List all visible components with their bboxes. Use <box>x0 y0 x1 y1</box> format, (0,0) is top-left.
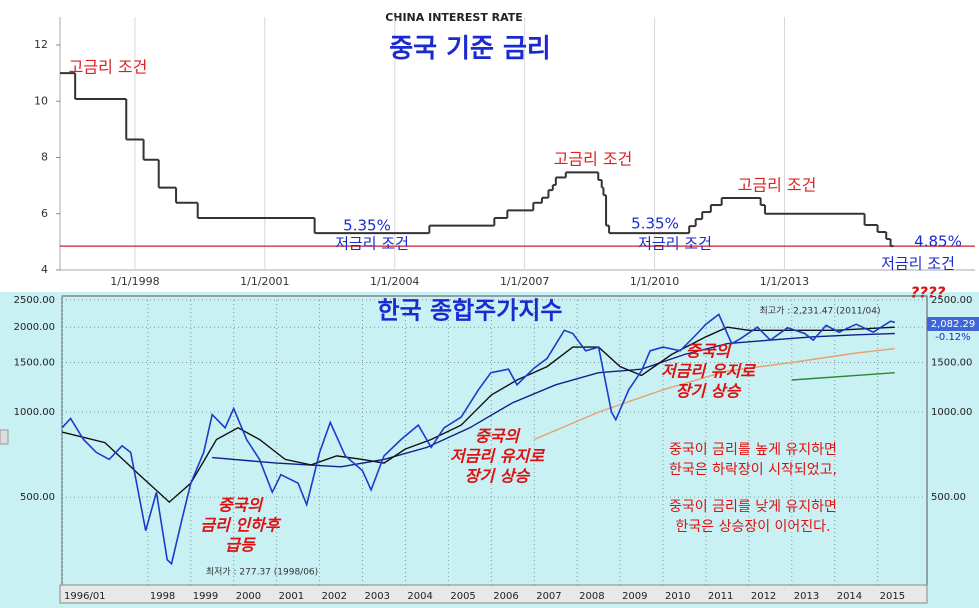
y-tick-label: 1500.00 <box>14 357 55 368</box>
x-tick-label: 2004 <box>407 591 432 602</box>
x-tick-label: 2008 <box>579 591 604 602</box>
annotation: 고금리 조건 <box>738 176 817 195</box>
annotation: 중국의 <box>475 427 521 446</box>
x-tick-label: 1/1/2004 <box>370 275 419 288</box>
x-tick-label: 2000 <box>236 591 261 602</box>
x-tick-label: 1/1/2013 <box>760 275 809 288</box>
y-tick-label-right: 500.00 <box>931 492 966 503</box>
y-tick-label: 4 <box>41 263 48 276</box>
annotation: 중국이 금리를 낮게 유지하면 <box>669 499 837 515</box>
y-tick-label: 12 <box>34 38 48 51</box>
annotation: 중국 기준 금리 <box>389 34 551 64</box>
x-tick-label: 1/1/2010 <box>630 275 679 288</box>
x-tick-label: 2001 <box>279 591 304 602</box>
annotation: 4.85% <box>914 233 962 251</box>
annotation: 5.35% <box>343 217 391 235</box>
series-line <box>533 347 895 441</box>
chart-title: 한국 종합주가지수 <box>378 296 563 325</box>
y-tick-label: 10 <box>34 94 48 107</box>
x-tick-label: 1/1/2001 <box>240 275 289 288</box>
annotation: 중국의 <box>686 342 732 361</box>
annotation: 중국이 금리를 높게 유지하면 <box>669 442 837 458</box>
annotation: 저금리 유지로 <box>450 447 545 466</box>
x-tick-label: 2002 <box>322 591 347 602</box>
x-tick-label: 2011 <box>708 591 733 602</box>
x-tick-label: 2006 <box>493 591 518 602</box>
y-tick-label: 6 <box>41 207 48 220</box>
side-handle <box>0 429 9 445</box>
y-tick-label: 8 <box>41 151 48 164</box>
x-tick-label: 1999 <box>193 591 218 602</box>
annotation: 최저가 : 277.37 (1998/06) <box>206 567 318 578</box>
x-tick-label: 2012 <box>751 591 776 602</box>
annotation: 저금리 조건 <box>881 255 955 273</box>
x-tick-label: 2014 <box>837 591 862 602</box>
series-line <box>61 313 895 566</box>
bottom-x-axis-bar <box>59 584 928 604</box>
x-tick-label: 2015 <box>880 591 905 602</box>
annotation: 한국은 상승장이 이어진다. <box>675 519 830 535</box>
y-tick-label-right: 1500.00 <box>931 357 972 368</box>
annotation: 고금리 조건 <box>554 150 633 169</box>
annotation: 저금리 조건 <box>638 235 712 253</box>
x-tick-label: 2005 <box>450 591 475 602</box>
annotation: ???? <box>911 284 946 302</box>
series-line <box>61 326 895 504</box>
x-tick-label: 1/1/1998 <box>110 275 159 288</box>
x-tick-label: 1996/01 <box>64 591 106 602</box>
annotation: 5.35% <box>631 215 679 233</box>
annotation: 급등 <box>225 536 256 555</box>
annotation: 금리 인하후 <box>200 516 281 535</box>
series-line <box>791 372 895 381</box>
chart-title: CHINA INTEREST RATE <box>385 11 523 24</box>
x-tick-label: 2013 <box>794 591 819 602</box>
annotation: 저금리 유지로 <box>661 362 756 381</box>
y-tick-label: 500.00 <box>20 492 55 503</box>
annotation: 고금리 조건 <box>69 58 148 77</box>
y-tick-label: 1000.00 <box>14 407 55 418</box>
series-line <box>212 332 895 468</box>
value-tag <box>927 317 979 331</box>
x-tick-label: 1998 <box>150 591 175 602</box>
y-tick-label-right: 2500.00 <box>931 295 972 306</box>
y-tick-label: 2000.00 <box>14 322 55 333</box>
x-tick-label: 1/1/2007 <box>500 275 549 288</box>
y-tick-label: 2500.00 <box>14 295 55 306</box>
annotation: 장기 상승 <box>676 382 742 401</box>
annotation: 한국은 하락장이 시작되었고, <box>669 462 837 478</box>
top-panel <box>0 0 979 292</box>
annotation: 중국의 <box>218 496 264 515</box>
x-tick-label: 2007 <box>536 591 561 602</box>
annotation: 최고가 : 2,231.47 (2011/04) <box>760 306 881 317</box>
x-tick-label: 2003 <box>364 591 389 602</box>
annotation: 2,082.29 <box>931 319 976 330</box>
annotation: 장기 상승 <box>465 467 531 486</box>
x-tick-label: 2009 <box>622 591 647 602</box>
y-tick-label-right: 1000.00 <box>931 407 972 418</box>
annotation: 저금리 조건 <box>335 235 409 253</box>
annotation: -0.12% <box>935 332 970 343</box>
x-tick-label: 2010 <box>665 591 690 602</box>
